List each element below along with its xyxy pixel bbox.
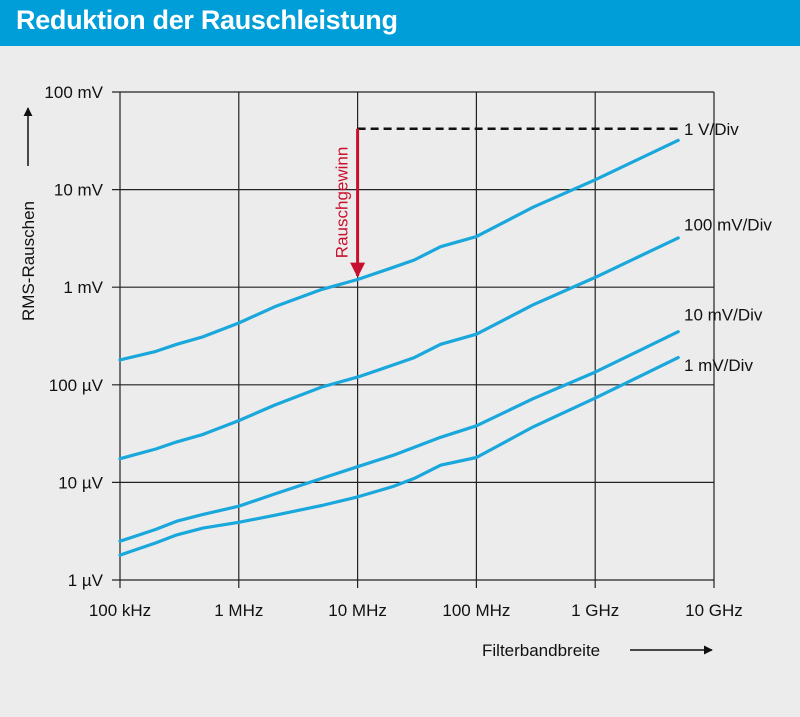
y-tick-label: 1 mV	[63, 278, 103, 297]
y-tick-label: 1 µV	[68, 571, 104, 590]
x-tick-label: 100 kHz	[89, 601, 151, 620]
y-tick-label: 10 µV	[58, 473, 103, 492]
series-line	[118, 138, 680, 362]
y-tick-label: 100 µV	[49, 376, 104, 395]
x-tick-label: 1 MHz	[214, 601, 263, 620]
x-tick-label: 10 MHz	[328, 601, 387, 620]
series-label: 1 mV/Div	[684, 356, 753, 375]
x-tick-label: 10 GHz	[685, 601, 743, 620]
series-label: 1 V/Div	[684, 120, 739, 139]
annotation-label: Rauschgewinn	[333, 147, 352, 259]
header-bar: Reduktion der Rauschleistung	[0, 0, 800, 46]
series-label: 10 mV/Div	[684, 306, 763, 325]
series-line	[118, 236, 680, 461]
chart-panel: 100 kHz 1 MHz 10 MHz 100 MHz 1 GHz 10 GHz 1 µV…	[0, 46, 800, 712]
x-tick-label: 1 GHz	[571, 601, 619, 620]
page-title: Reduktion der Rauschleistung	[16, 5, 398, 35]
y-axis-title: RMS-Rauschen	[19, 201, 38, 321]
series-line	[118, 330, 680, 543]
series-line	[118, 356, 680, 557]
x-tick-label: 100 MHz	[442, 601, 510, 620]
x-axis-title: Filterbandbreite	[482, 641, 600, 660]
series-label: 100 mV/Div	[684, 215, 772, 234]
y-tick-label: 10 mV	[54, 181, 104, 200]
noise-chart: 100 kHz 1 MHz 10 MHz 100 MHz 1 GHz 10 GHz 1 µV…	[19, 83, 772, 660]
y-tick-label: 100 mV	[44, 83, 103, 102]
